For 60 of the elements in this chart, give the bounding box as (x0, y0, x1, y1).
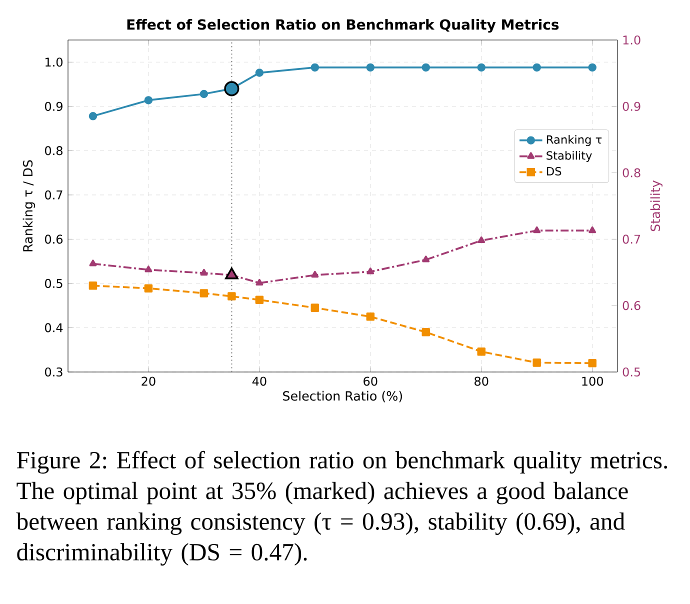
point (588, 226, 596, 234)
point (532, 63, 541, 72)
y-tick-label: 1.0 (46, 58, 62, 67)
y-tick-label: 0.5 (45, 278, 62, 288)
y-tick-label: 0.4 (45, 323, 63, 332)
point (144, 96, 153, 104)
point (366, 312, 375, 321)
point (225, 268, 238, 280)
y-tick-label: 0.3 (45, 367, 62, 377)
point (366, 63, 375, 72)
point (588, 63, 596, 72)
y2-tick-label: 0.6 (622, 301, 640, 310)
y-tick-label: 0.6 (45, 234, 63, 244)
point (533, 226, 541, 234)
point (144, 284, 153, 292)
x-tick-label: 60 (364, 376, 378, 386)
point (366, 268, 374, 274)
point (478, 236, 486, 244)
x-axis-title: Selection Ratio (%) (283, 390, 402, 402)
point (255, 296, 264, 304)
x-tick-label: 80 (474, 376, 488, 386)
point (200, 268, 208, 276)
x-tick-label: 100 (582, 376, 603, 386)
legend-label: DS (546, 166, 562, 176)
point (224, 81, 240, 96)
point (310, 63, 320, 72)
caption: Figure 2: Effect of selection ratio on benchmark quality metrics. The optimal point at 35% (marked) achieves a good balance between ranking consistency (τ = 0.93), stability (0.69), and discriminability (DS = 0.47). (16, 450, 668, 566)
point (422, 328, 430, 336)
point (144, 266, 152, 272)
x-tick-label: 40 (252, 376, 266, 386)
y-tick-label: 0.8 (45, 146, 62, 156)
y-tick-label: 0.7 (45, 190, 62, 200)
point (532, 358, 541, 367)
y2-tick-label: 0.7 (622, 234, 640, 244)
y-tick-label: 0.9 (45, 102, 62, 111)
legend-label: Stability (546, 150, 592, 162)
point (256, 278, 264, 286)
y2-tick-label: 0.9 (622, 102, 640, 111)
point (422, 256, 430, 262)
y2-tick-label: 0.5 (622, 367, 640, 377)
point (422, 63, 430, 72)
point (477, 347, 486, 356)
point (310, 304, 320, 312)
point (228, 292, 236, 300)
legend-label: Ranking τ (546, 135, 602, 146)
point (200, 289, 208, 298)
point (477, 63, 486, 72)
point (89, 260, 97, 266)
y2-tick-label: 0.8 (622, 168, 640, 178)
y-axis-title: Ranking τ / DS (22, 160, 36, 252)
y2-axis-title: Stability (650, 180, 663, 232)
point (88, 112, 98, 120)
point (311, 270, 319, 278)
point (200, 90, 208, 98)
point (88, 282, 98, 290)
point (588, 359, 596, 368)
x-tick-label: 20 (142, 376, 156, 386)
y2-tick-label: 1.0 (623, 35, 640, 45)
chart-title: Effect of Selection Ratio on Benchmark Quality Metrics (127, 18, 559, 33)
point (255, 68, 264, 77)
